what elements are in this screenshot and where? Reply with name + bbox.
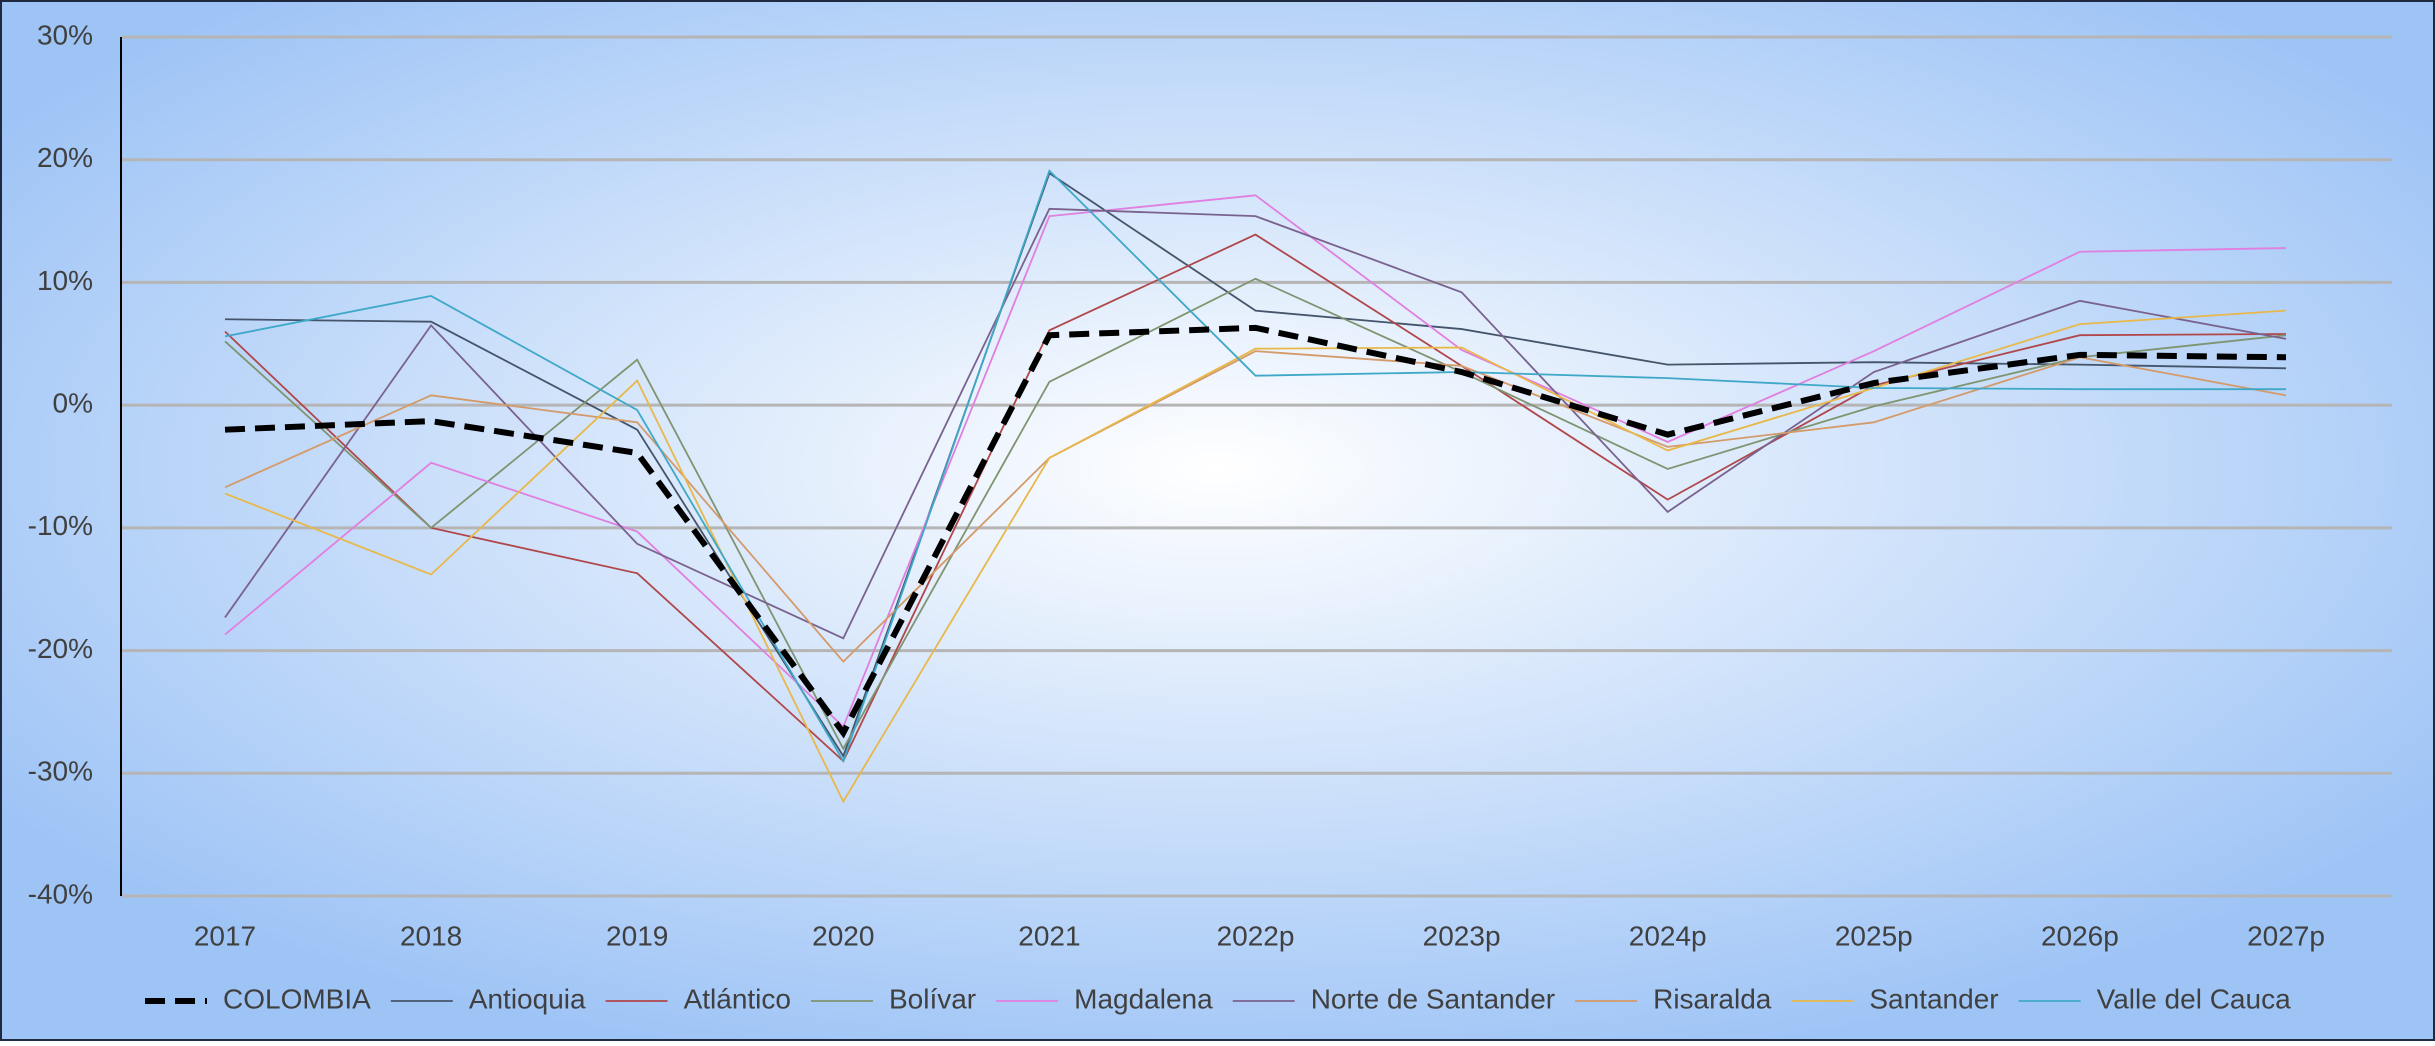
- series-line: [224, 324, 2287, 739]
- legend-label: Antioquia: [469, 983, 586, 1014]
- y-tick-label: -20%: [28, 633, 93, 664]
- y-tick-label: 30%: [37, 19, 93, 50]
- x-tick-label: 2019: [606, 920, 668, 951]
- y-tick-label: -10%: [28, 510, 93, 541]
- series-line: [224, 277, 2287, 751]
- y-tick-label: 0%: [53, 388, 93, 419]
- series-line: [224, 169, 2286, 764]
- y-tick-label: 20%: [37, 142, 93, 173]
- x-tick-label: 2025p: [1835, 920, 1913, 951]
- y-tick-label: -30%: [28, 756, 93, 787]
- series-line: [224, 207, 2287, 640]
- x-tick-label: 2022p: [1217, 920, 1295, 951]
- y-tick-label: -40%: [28, 878, 93, 909]
- legend-label: Valle del Cauca: [2097, 983, 2291, 1014]
- x-tick-label: 2017: [194, 920, 256, 951]
- legend-label: Norte de Santander: [1311, 983, 1555, 1014]
- series-line: [224, 194, 2287, 729]
- x-tick-label: 2018: [400, 920, 462, 951]
- legend-label: Atlántico: [684, 983, 791, 1014]
- series-line: [224, 350, 2287, 663]
- legend-label: Magdalena: [1074, 983, 1213, 1014]
- x-tick-label: 2021: [1018, 920, 1080, 951]
- legend-label: Risaralda: [1653, 983, 1772, 1014]
- x-tick-label: 2020: [812, 920, 874, 951]
- x-tick-label: 2027p: [2247, 920, 2325, 951]
- x-tick-label: 2024p: [1629, 920, 1707, 951]
- y-tick-label: 10%: [37, 265, 93, 296]
- legend-label: Santander: [1869, 983, 1998, 1014]
- legend-label: Bolívar: [889, 983, 976, 1014]
- x-tick-label: 2026p: [2041, 920, 2119, 951]
- series-line: [224, 233, 2287, 763]
- legend-label: COLOMBIA: [223, 983, 371, 1014]
- series-line: [224, 171, 2287, 759]
- x-tick-label: 2023p: [1423, 920, 1501, 951]
